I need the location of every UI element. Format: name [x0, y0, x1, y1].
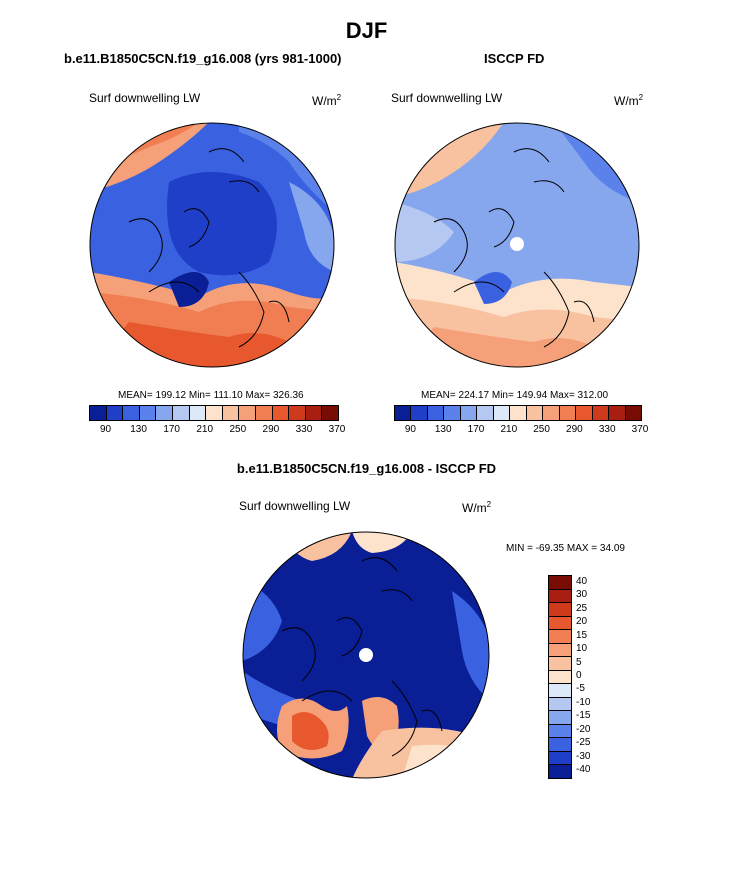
colorbar-swatch: [239, 406, 256, 420]
colorbar-tick-label: 130: [130, 424, 147, 435]
colorbar-tick-label: 30: [576, 589, 588, 601]
colorbar-swatch: [609, 406, 626, 420]
colorbar-swatch: [549, 711, 571, 725]
colorbar-swatch: [549, 643, 571, 658]
colorbar-tick-label: 250: [229, 424, 247, 435]
colorbar-swatch: [549, 670, 571, 685]
panel1-title: b.e11.B1850C5CN.f19_g16.008 (yrs 981-100…: [64, 51, 342, 66]
colorbar-tick-label: 10: [576, 643, 588, 655]
panel1-stats: MEAN= 199.12 Min= 111.10 Max= 326.36: [118, 390, 304, 401]
panel3-units: W/m2: [462, 500, 492, 515]
colorbar-tick-label: -15: [576, 710, 591, 722]
panel2-units: W/m2: [614, 93, 644, 108]
colorbar-tick-label: 210: [196, 424, 214, 435]
colorbar-swatch: [305, 406, 323, 420]
colorbar-swatch: [576, 406, 593, 420]
colorbar-swatch: [549, 576, 571, 590]
colorbar-swatch: [172, 406, 190, 420]
colorbar-tick-label: 290: [262, 424, 280, 435]
colorbar-tick-label: 15: [576, 629, 588, 641]
colorbar-swatch: [549, 630, 571, 644]
colorbar-swatch: [559, 406, 577, 420]
colorbar-tick-label: 370: [631, 424, 649, 435]
colorbar-tick-label: 25: [576, 602, 588, 614]
colorbar-swatch: [222, 406, 240, 420]
colorbar-swatch: [592, 406, 610, 420]
colorbar-tick-label: 250: [533, 424, 550, 435]
colorbar-swatch: [549, 751, 571, 766]
colorbar-tick-label: -20: [576, 723, 591, 735]
panel3-variable-label: Surf downwelling LW: [239, 499, 351, 513]
colorbar-swatch: [206, 406, 223, 420]
colorbar-swatch: [549, 684, 571, 698]
colorbar-swatch: [493, 406, 511, 420]
colorbar-tick-label: 20: [576, 616, 588, 628]
colorbar-swatch: [322, 406, 338, 420]
colorbar-swatch: [549, 616, 571, 631]
panel1-variable-label: Surf downwelling LW: [89, 91, 201, 105]
map-panel1: [89, 122, 335, 368]
panel3-stats: MIN = -69.35 MAX = 34.09: [506, 543, 625, 554]
colorbar-swatch: [189, 406, 207, 420]
panel3-title: b.e11.B1850C5CN.f19_g16.008 - ISCCP FD: [236, 461, 497, 476]
colorbar-swatch: [444, 406, 461, 420]
colorbar-swatch: [427, 406, 445, 420]
colorbar-swatch: [477, 406, 494, 420]
colorbar-tick-label: 5: [576, 656, 582, 668]
colorbar-swatch: [289, 406, 306, 420]
colorbar-swatch: [549, 657, 571, 671]
colorbar-tick-label: 0: [576, 670, 582, 681]
colorbar-tick-label: 130: [434, 424, 452, 435]
colorbar-swatch: [549, 589, 571, 604]
colorbar-tick-label: 170: [467, 424, 485, 435]
colorbar-swatch: [549, 697, 571, 712]
colorbar-swatch: [272, 406, 290, 420]
colorbar-tick-label: 90: [99, 424, 112, 435]
colorbar-swatch: [549, 724, 571, 739]
colorbar-swatch: [106, 406, 124, 420]
colorbar-swatch: [90, 406, 107, 420]
colorbar-tick-label: 170: [163, 424, 180, 435]
colorbar-panel3: [548, 575, 572, 779]
colorbar-swatch: [526, 406, 544, 420]
map-panel2: [394, 122, 640, 368]
colorbar-swatch: [395, 406, 412, 420]
colorbar-tick-label: 90: [404, 424, 416, 435]
map-panel3: [242, 531, 490, 779]
colorbar-swatch: [139, 406, 157, 420]
panel1-units: W/m2: [312, 93, 342, 108]
colorbar-swatch: [510, 406, 527, 420]
colorbar-swatch: [549, 738, 571, 752]
colorbar-swatch: [460, 406, 478, 420]
colorbar-tick-label: 290: [566, 424, 583, 435]
panel2-variable-label: Surf downwelling LW: [391, 91, 503, 105]
colorbar-panel2: [394, 405, 642, 421]
colorbar-swatch: [255, 406, 273, 420]
colorbar-tick-label: -5: [576, 683, 585, 695]
colorbar-tick-label: 330: [598, 424, 616, 435]
colorbar-swatch: [549, 765, 571, 778]
colorbar-swatch: [625, 406, 642, 420]
colorbar-swatch: [156, 406, 173, 420]
colorbar-swatch: [549, 603, 571, 617]
colorbar-tick-label: 40: [576, 575, 588, 587]
colorbar-tick-label: 210: [500, 424, 518, 435]
panel2-stats: MEAN= 224.17 Min= 149.94 Max= 312.00: [421, 390, 609, 401]
colorbar-swatch: [123, 406, 140, 420]
page-title: DJF: [345, 18, 388, 43]
colorbar-tick-label: -25: [576, 737, 591, 749]
colorbar-swatch: [543, 406, 560, 420]
colorbar-tick-label: 330: [295, 424, 313, 435]
colorbar-tick-label: -40: [576, 764, 591, 776]
colorbar-tick-label: 370: [328, 424, 346, 435]
colorbar-swatch: [411, 406, 428, 420]
colorbar-panel1: [89, 405, 339, 421]
colorbar-panel3-ticks: 40 30 25 20 15 10 5 0 -5 -10 -15 -20 -25 -30 -40: [576, 575, 616, 777]
colorbar-tick-label: -10: [576, 696, 591, 708]
colorbar-tick-label: -30: [576, 750, 591, 762]
panel2-title: ISCCP FD: [484, 51, 545, 66]
